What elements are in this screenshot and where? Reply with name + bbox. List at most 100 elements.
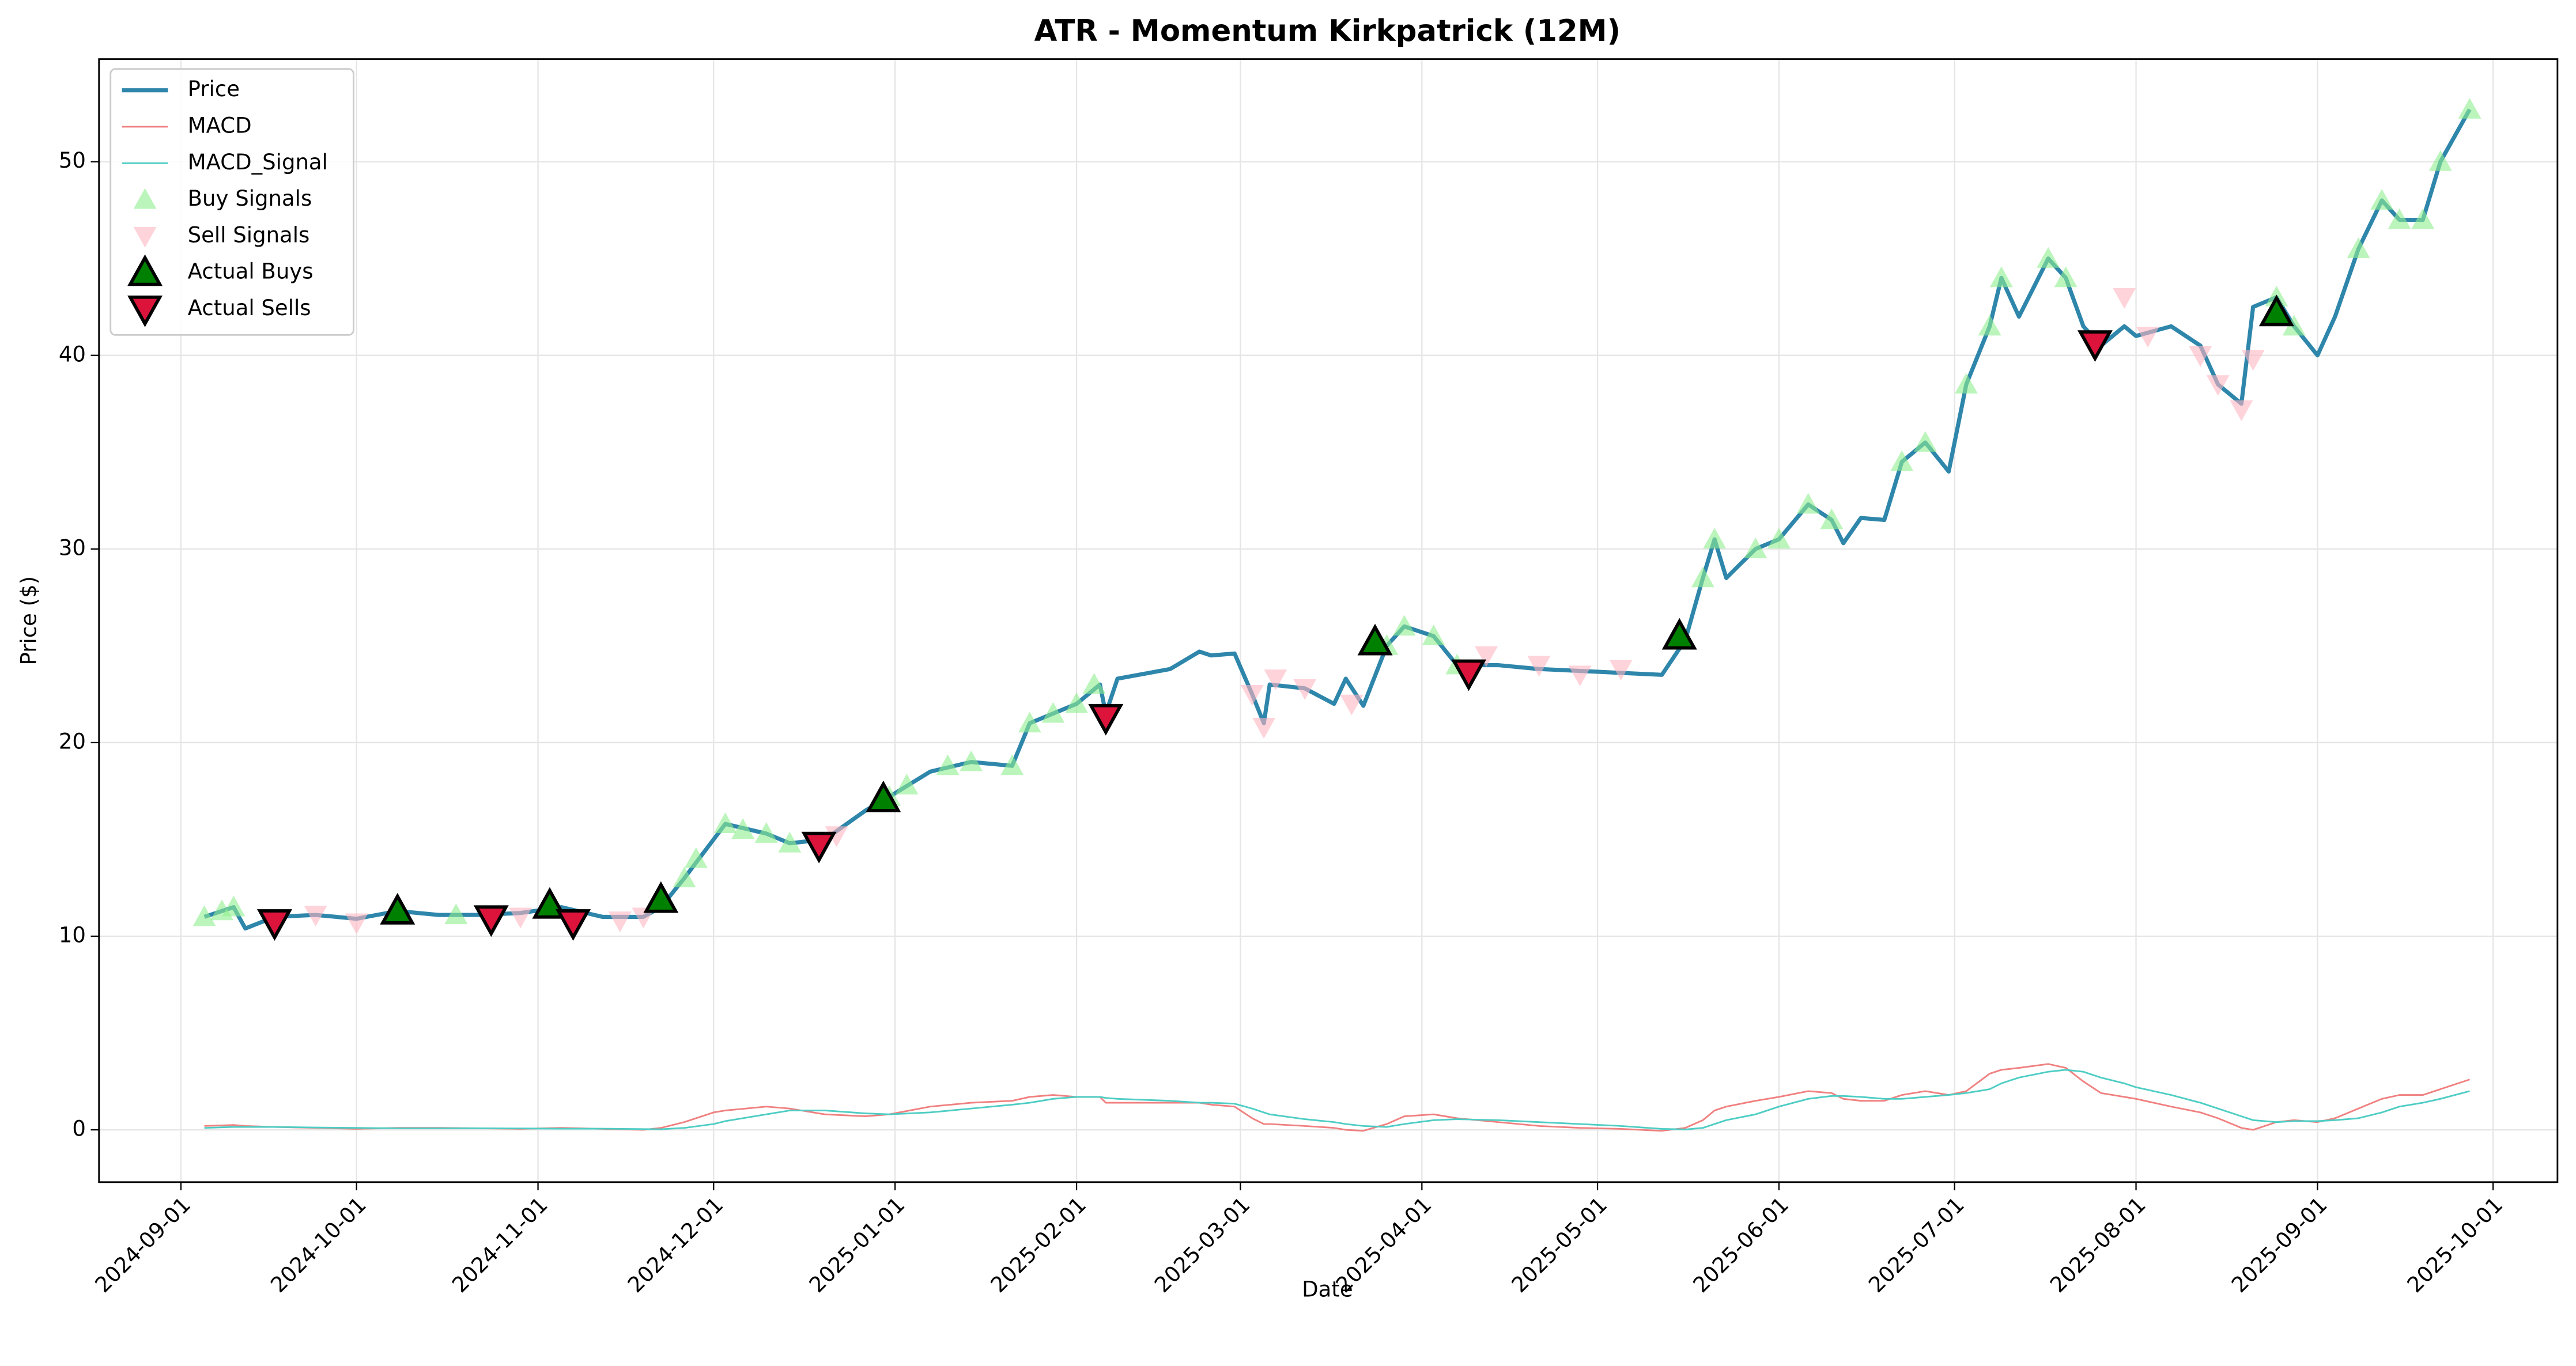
legend-label: Sell Signals	[188, 222, 310, 247]
y-tick-label: 40	[59, 342, 86, 366]
x-axis-label: Date	[1302, 1277, 1353, 1301]
signal-marker	[380, 892, 416, 925]
y-tick-label: 30	[59, 535, 86, 560]
signal-marker	[1913, 431, 1937, 452]
signal-marker	[1609, 660, 1633, 681]
signal-marker	[1293, 679, 1317, 700]
signal-marker	[1018, 712, 1041, 733]
signal-marker	[2428, 150, 2452, 171]
signal-marker	[1955, 373, 1978, 394]
signal-marker	[866, 780, 901, 812]
signal-marker	[556, 909, 591, 941]
signal-marker	[1065, 692, 1089, 713]
signal-marker	[1392, 615, 1416, 636]
signal-marker	[673, 866, 696, 888]
signal-marker	[2230, 400, 2253, 421]
signal-marker	[1691, 566, 1714, 588]
signal-marker	[2282, 315, 2306, 336]
signal-marker	[895, 773, 919, 794]
signal-marker	[2347, 237, 2370, 258]
signal-marker	[643, 881, 679, 913]
signal-marker	[1357, 623, 1393, 656]
plot-area	[192, 98, 2481, 1132]
signal-marker	[2113, 288, 2136, 309]
signal-marker	[2411, 208, 2435, 229]
signal-marker	[1000, 754, 1024, 775]
signal-marker	[1890, 450, 1914, 471]
legend-swatch	[133, 188, 157, 209]
legend-label: MACD_Signal	[188, 150, 328, 175]
legend-label: Actual Sells	[188, 296, 311, 320]
signal-marker	[1527, 656, 1551, 677]
legend-label: Actual Buys	[188, 259, 313, 284]
signal-marker	[754, 822, 778, 843]
signal-marker	[444, 903, 468, 925]
y-axis-label: Price ($)	[17, 576, 41, 665]
signal-marker	[2258, 294, 2294, 327]
signal-marker	[1820, 508, 1844, 529]
series-line	[204, 1063, 2470, 1132]
signal-marker	[2054, 266, 2078, 287]
y-tick-label: 0	[72, 1117, 86, 1141]
plot-frame	[98, 58, 2559, 1183]
signal-marker	[731, 818, 755, 839]
signal-marker	[2189, 346, 2212, 367]
legend-box	[109, 68, 354, 336]
signal-marker	[1041, 702, 1065, 723]
signal-marker	[1340, 694, 1363, 716]
signal-marker	[960, 750, 983, 771]
signal-marker	[2388, 208, 2411, 229]
signal-marker	[2077, 330, 2113, 362]
signal-marker	[2241, 350, 2265, 371]
signal-marker	[473, 905, 509, 937]
signal-marker	[2136, 327, 2159, 348]
signal-marker	[1796, 493, 1820, 514]
signal-marker	[1703, 528, 1727, 549]
signal-marker	[1252, 718, 1276, 739]
signal-marker	[1240, 684, 1264, 706]
series-line	[204, 1069, 2470, 1130]
signal-marker	[801, 831, 837, 864]
chart-title: ATR - Momentum Kirkpatrick (12M)	[1034, 14, 1621, 48]
signal-marker	[1264, 669, 1287, 690]
signal-marker	[936, 754, 960, 775]
signal-marker	[1568, 665, 1592, 687]
signal-marker	[1767, 528, 1791, 549]
signal-marker	[1744, 537, 1767, 558]
legend-swatch	[127, 254, 163, 286]
legend-swatch	[133, 226, 157, 248]
y-tick-label: 50	[59, 148, 86, 173]
signal-marker	[1475, 646, 1498, 667]
signal-marker	[713, 812, 737, 834]
y-tick-label: 20	[59, 729, 86, 754]
signal-marker	[778, 831, 802, 853]
legend-label: Price	[188, 77, 240, 101]
signal-marker	[1088, 703, 1124, 736]
signal-marker	[1422, 625, 1445, 646]
legend-swatch	[127, 295, 163, 327]
signal-marker	[509, 907, 532, 929]
y-tick-label: 10	[59, 923, 86, 948]
signal-marker	[1661, 618, 1697, 650]
signal-marker	[1978, 315, 2001, 336]
signal-marker	[1451, 659, 1487, 691]
signal-marker	[2458, 98, 2481, 119]
signal-marker	[192, 905, 216, 926]
signal-marker	[2037, 247, 2060, 268]
legend-label: Buy Signals	[188, 186, 312, 211]
signal-marker	[2370, 188, 2394, 210]
legend-label: MACD	[188, 113, 252, 138]
signal-marker	[345, 913, 368, 934]
signal-marker	[1082, 673, 1106, 694]
signal-marker	[304, 906, 327, 926]
signal-marker	[222, 895, 245, 917]
signal-marker	[684, 847, 708, 868]
signal-marker	[825, 826, 848, 847]
signal-marker	[608, 911, 632, 933]
signal-marker	[257, 909, 292, 941]
signal-marker	[2206, 375, 2230, 396]
signal-marker	[1989, 266, 2013, 287]
